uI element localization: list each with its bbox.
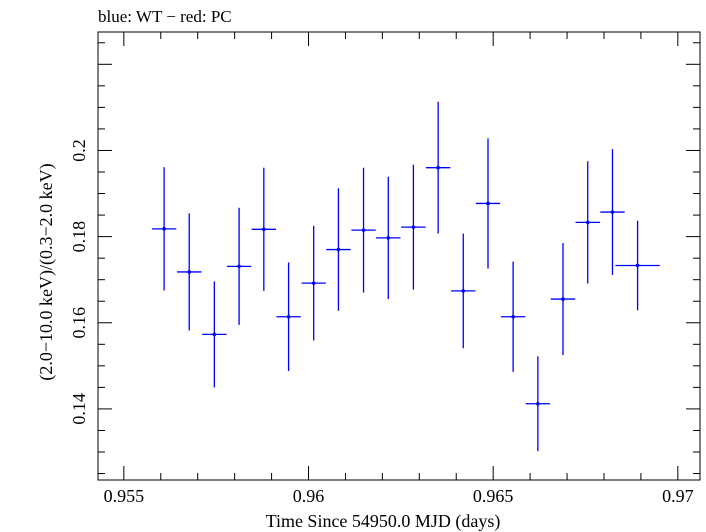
- x-tick-label: 0.965: [473, 486, 514, 506]
- data-point: [251, 167, 277, 291]
- data-point: [351, 167, 376, 293]
- x-axis-label: Time Since 54950.0 MJD (days): [266, 511, 501, 532]
- point-marker: [561, 297, 565, 301]
- y-tick-label: 0.14: [69, 393, 89, 425]
- data-point: [202, 281, 227, 388]
- y-tick-label: 0.18: [69, 221, 89, 253]
- point-marker: [187, 270, 192, 274]
- x-tick-label: 0.97: [662, 486, 694, 506]
- y-axis-label: (2.0−10.0 keV)/(0.3−2.0 keV): [36, 163, 57, 380]
- point-marker: [162, 227, 166, 231]
- data-point: [550, 243, 576, 356]
- x-tick-label: 0.96: [293, 486, 325, 506]
- data-point: [177, 213, 202, 331]
- y-tick-label: 0.16: [69, 307, 89, 339]
- data-point: [326, 188, 351, 311]
- point-marker: [386, 236, 391, 240]
- data-points: [151, 101, 660, 452]
- point-marker: [585, 220, 590, 225]
- data-point: [425, 101, 451, 234]
- point-marker: [610, 210, 615, 214]
- point-marker: [311, 281, 316, 285]
- point-marker: [461, 289, 466, 293]
- plot-frame: [97, 31, 701, 481]
- point-marker: [635, 263, 640, 268]
- x-tick-label: 0.955: [104, 486, 145, 506]
- point-marker: [262, 227, 266, 232]
- data-point: [376, 176, 401, 300]
- data-point: [615, 220, 660, 311]
- data-point: [451, 233, 476, 349]
- data-point: [475, 138, 501, 269]
- data-point: [401, 164, 426, 290]
- data-point: [276, 262, 301, 372]
- point-marker: [411, 225, 416, 229]
- point-marker: [536, 401, 540, 406]
- data-point: [151, 167, 177, 291]
- data-point: [575, 161, 600, 284]
- point-marker: [436, 165, 440, 170]
- point-marker: [486, 201, 490, 206]
- y-tick-label: 0.2: [69, 139, 89, 162]
- point-marker: [336, 247, 341, 252]
- chart-title: blue: WT − red: PC: [98, 7, 232, 26]
- data-point: [600, 149, 625, 275]
- data-point: [525, 356, 551, 452]
- point-marker: [361, 228, 366, 232]
- point-marker: [237, 264, 241, 269]
- data-point: [500, 261, 526, 372]
- point-marker: [511, 314, 515, 319]
- point-marker: [286, 314, 291, 319]
- y-axis: 0.14 0.16 0.18 0.2: [69, 42, 700, 475]
- x-axis: 0.955 0.96 0.965 0.97: [104, 32, 694, 506]
- data-point: [301, 225, 326, 341]
- data-point: [226, 207, 252, 325]
- point-marker: [212, 332, 217, 337]
